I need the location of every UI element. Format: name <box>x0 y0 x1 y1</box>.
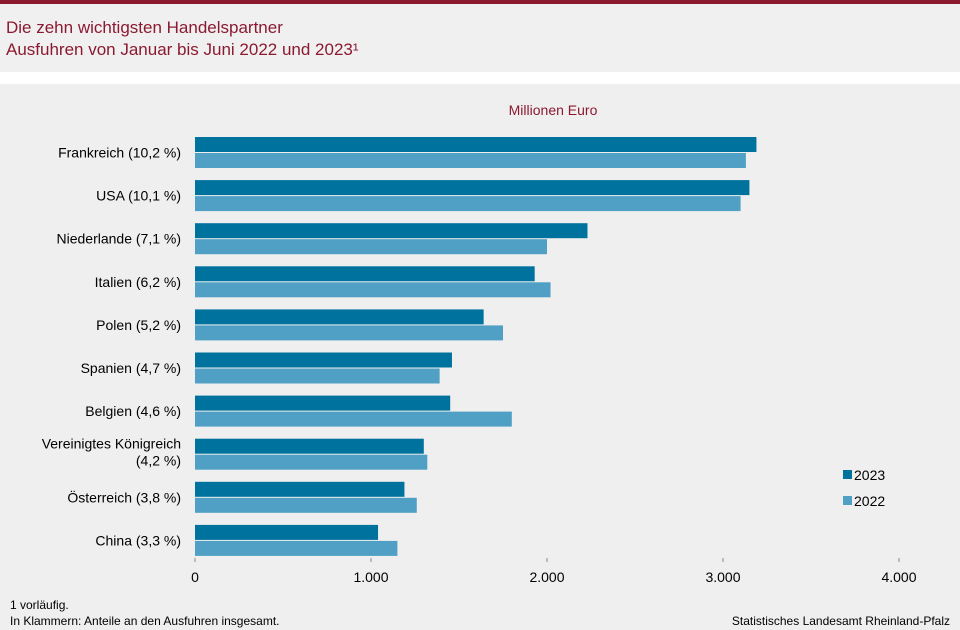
bar-2023-1 <box>195 180 750 196</box>
bar-2023-2 <box>195 223 588 239</box>
chart-title: Die zehn wichtigsten Handelspartner <box>6 18 283 37</box>
title-divider <box>0 72 960 84</box>
footnote-preliminary: 1 vorläufig. <box>10 598 69 612</box>
footnote-shares: In Klammern: Anteile an den Ausfuhren in… <box>10 614 280 628</box>
legend-swatch-2022 <box>843 496 852 505</box>
legend-swatch-2023 <box>843 470 852 479</box>
bar-2022-0 <box>195 153 746 168</box>
x-tick-label: 1.000 <box>353 569 388 585</box>
bar-2022-3 <box>195 282 551 298</box>
x-tick-label: 2.000 <box>529 569 564 585</box>
x-tick-label: 3.000 <box>705 569 740 585</box>
bar-2022-4 <box>195 325 503 341</box>
bar-2022-6 <box>195 411 512 427</box>
x-tick-label: 0 <box>191 569 199 585</box>
bar-2022-5 <box>195 368 440 384</box>
category-label: Frankreich (10,2 %) <box>58 145 181 161</box>
bar-2023-0 <box>195 137 757 152</box>
top-accent-bar <box>0 0 960 4</box>
category-label: Polen (5,2 %) <box>96 317 181 333</box>
bar-2023-4 <box>195 309 484 325</box>
source-note: Statistisches Landesamt Rheinland-Pfalz <box>731 614 950 628</box>
bar-2023-8 <box>195 481 405 497</box>
category-label: USA (10,1 %) <box>96 188 181 204</box>
category-label: Vereinigtes Königreich <box>42 436 181 452</box>
category-label: Niederlande (7,1 %) <box>56 231 181 247</box>
chart-subtitle: Ausfuhren von Januar bis Juni 2022 und 2… <box>6 40 359 59</box>
bar-2022-2 <box>195 239 547 255</box>
legend-label-2023: 2023 <box>854 467 885 483</box>
bar-2022-1 <box>195 196 741 212</box>
bar-2022-9 <box>195 540 398 556</box>
bar-2023-7 <box>195 438 424 454</box>
legend-label-2022: 2022 <box>854 493 885 509</box>
category-label: China (3,3 %) <box>95 532 181 548</box>
bar-2022-8 <box>195 497 417 513</box>
x-tick-label: 4.000 <box>881 569 916 585</box>
bar-2023-9 <box>195 524 379 540</box>
title-block: Die zehn wichtigsten Handelspartner Ausf… <box>0 4 960 72</box>
plot-area <box>0 84 960 630</box>
bar-2023-3 <box>195 266 535 282</box>
category-label: Belgien (4,6 %) <box>85 403 181 419</box>
category-label: Italien (6,2 %) <box>95 274 181 290</box>
unit-label: Millionen Euro <box>509 102 598 118</box>
category-label: (4,2 %) <box>136 453 181 469</box>
category-label: Spanien (4,7 %) <box>81 360 181 376</box>
bar-2023-6 <box>195 395 451 411</box>
bar-2022-7 <box>195 454 428 470</box>
bar-2023-5 <box>195 352 452 368</box>
category-label: Österreich (3,8 %) <box>67 488 181 505</box>
